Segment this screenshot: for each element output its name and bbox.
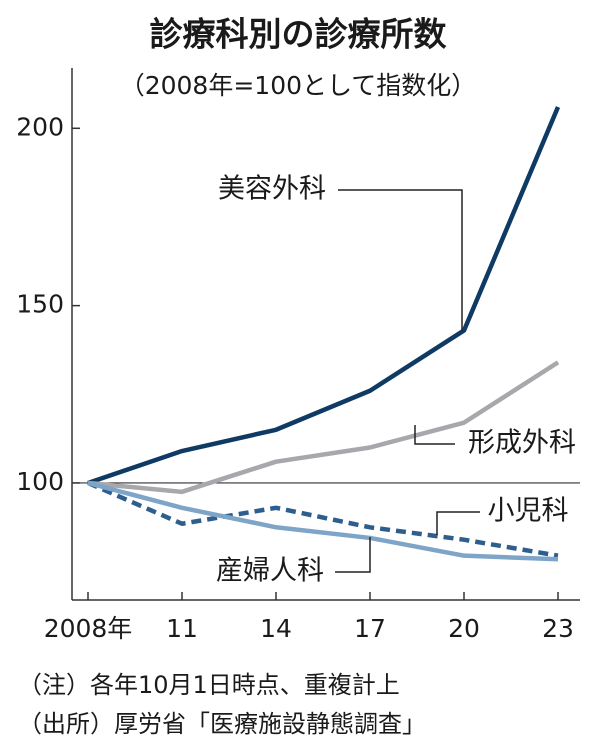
x-tick-label: 2008年 xyxy=(44,614,133,643)
note: （注）各年10月1日時点、重複計上 xyxy=(18,671,400,699)
y-tick-label: 100 xyxy=(16,467,64,496)
x-tick-label: 20 xyxy=(448,614,480,643)
chart-subtitle: （2008年=100として指数化） xyxy=(120,71,477,100)
chart-title: 診療科別の診療所数 xyxy=(150,15,448,54)
leader-line xyxy=(436,511,480,535)
y-tick-label: 150 xyxy=(16,290,64,319)
y-tick-label: 200 xyxy=(16,112,64,141)
source: （出所）厚労省「医療施設静態調査」 xyxy=(18,710,426,738)
leader-line xyxy=(338,189,463,330)
leader-line xyxy=(414,425,455,445)
legend-label: 形成外科 xyxy=(468,428,576,459)
series-line xyxy=(87,480,559,562)
series-line xyxy=(87,480,559,558)
leader-line xyxy=(335,537,371,573)
x-tick-label: 14 xyxy=(260,614,292,643)
legend-label: 小児科 xyxy=(488,496,569,527)
legend-label: 美容外科 xyxy=(218,174,326,205)
legend-label: 産婦人科 xyxy=(216,556,324,587)
x-tick-label: 17 xyxy=(354,614,386,643)
series-line xyxy=(87,106,561,486)
x-tick-label: 11 xyxy=(166,614,198,643)
x-tick-label: 23 xyxy=(542,614,574,643)
series-line xyxy=(87,360,560,495)
